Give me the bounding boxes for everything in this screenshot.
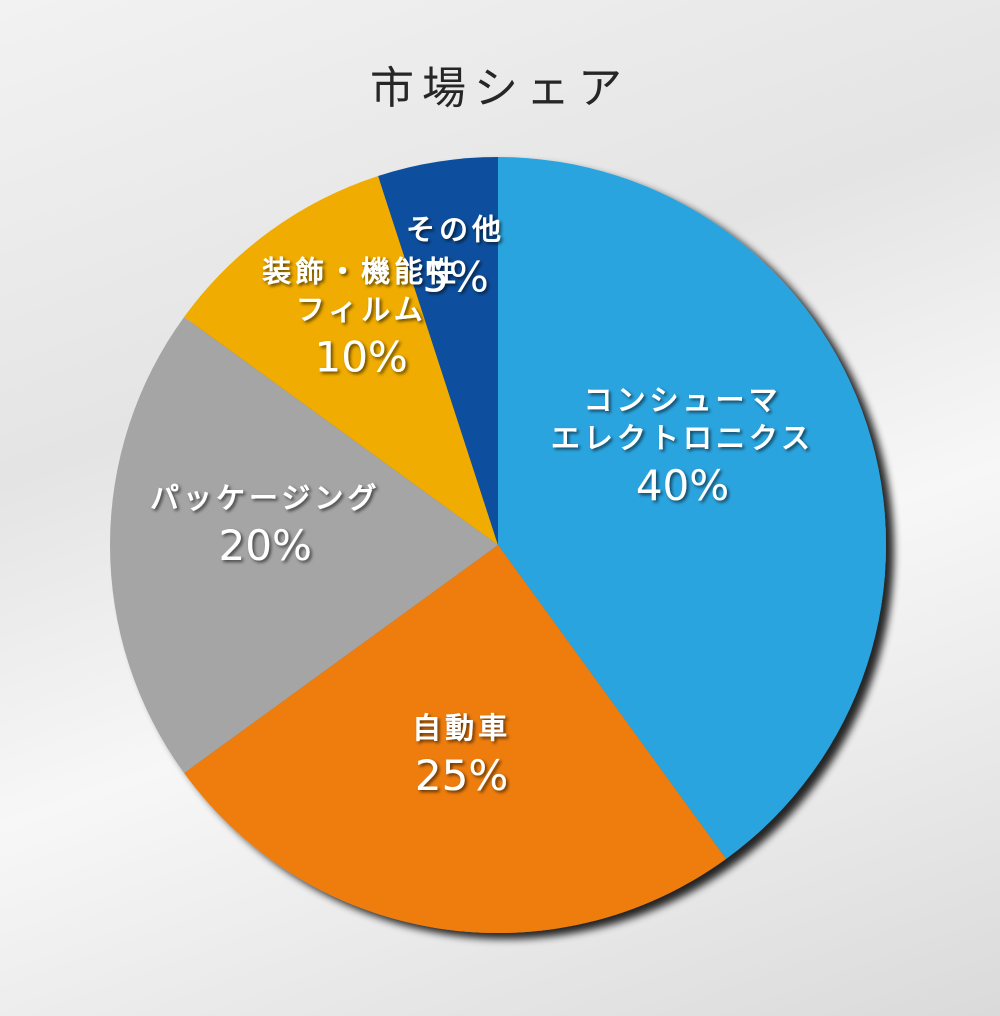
pie-slices <box>110 157 886 933</box>
pie-slice <box>110 316 498 774</box>
pie-slice <box>184 175 498 546</box>
slice-value-label: 5% <box>422 253 489 302</box>
pie-slice <box>498 157 886 859</box>
slice-name-label: その他 <box>406 213 505 247</box>
pie-slice <box>378 157 498 545</box>
pie-slice <box>184 545 727 933</box>
slice-value-label: 40% <box>636 461 729 510</box>
slice-name-label: フィルム <box>296 293 427 327</box>
slice-name-label: 自動車 <box>412 711 511 745</box>
slice-value-label: 25% <box>415 751 508 800</box>
slice-name-label: コンシューマ <box>583 383 781 417</box>
slice-name-label: 装飾・機能性 <box>262 255 460 289</box>
slice-value-label: 10% <box>314 333 407 382</box>
slice-value-label: 20% <box>219 521 312 570</box>
chart-title: 市場シェア <box>370 63 630 114</box>
slice-name-label: パッケージング <box>150 481 380 515</box>
slice-name-label: エレクトロニクス <box>551 421 814 455</box>
